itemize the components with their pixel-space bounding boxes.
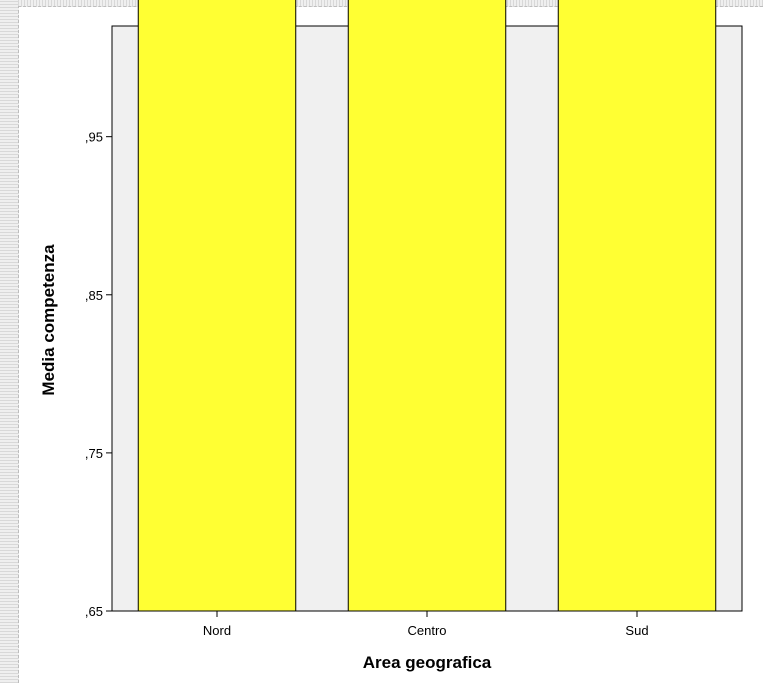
window-frame-left [0,0,19,683]
y-tick-label: ,65 [85,604,103,619]
y-tick-label: ,75 [85,446,103,461]
bar-centro-segment-1 [347,0,507,612]
x-axis: Nord Centro Sud [203,611,649,638]
bar-nord-segment-1 [137,0,297,612]
y-axis: ,65 ,75 ,85 ,95 [85,130,112,619]
x-tick-label-nord: Nord [203,623,231,638]
y-axis-title: Media competenza [39,244,58,396]
y-tick-label: ,95 [85,130,103,145]
x-tick-label-centro: Centro [407,623,446,638]
bar-sud-segment-1 [557,0,717,612]
x-axis-title: Area geografica [363,653,492,672]
x-tick-label-sud: Sud [625,623,648,638]
bars-group [137,0,717,612]
y-tick-label: ,85 [85,288,103,303]
